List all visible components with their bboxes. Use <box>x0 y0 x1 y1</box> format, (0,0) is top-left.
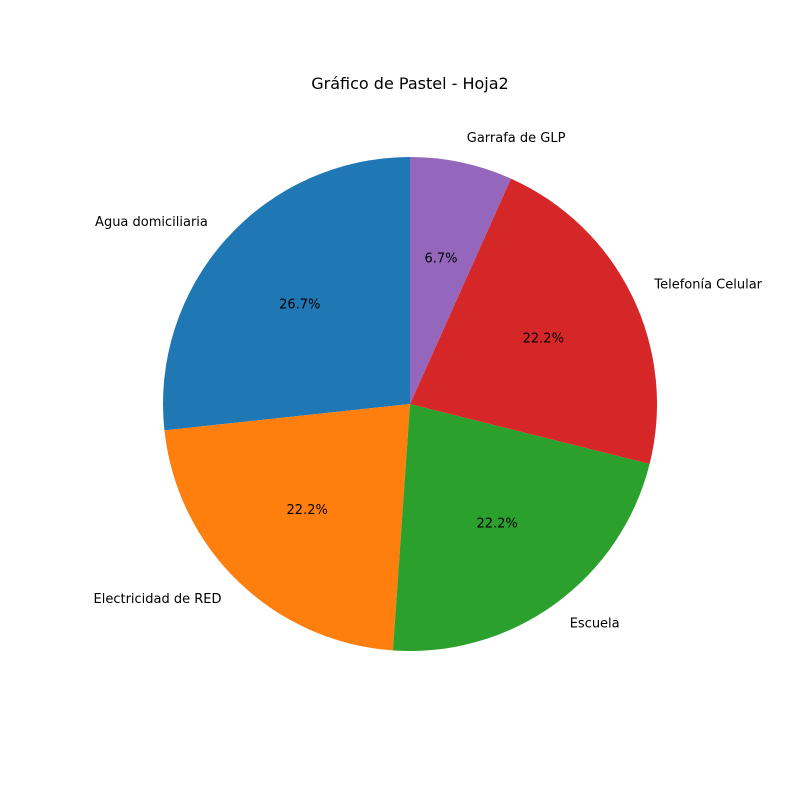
category-label-garrafa-de-glp: Garrafa de GLP <box>467 131 566 146</box>
category-label-escuela: Escuela <box>570 616 620 631</box>
pie-slice-agua-domiciliaria <box>162 157 410 431</box>
category-label-telefonia-celular: Telefonía Celular <box>653 278 762 293</box>
pie-slice-garrafa-de-glp <box>410 157 511 404</box>
pie-slices <box>162 157 657 651</box>
pie-slice-electricidad-de-red <box>164 404 410 651</box>
percent-label-electricidad-de-red: 22.2% <box>287 503 328 518</box>
category-label-agua-domiciliaria: Agua domiciliaria <box>95 215 208 230</box>
pie-slice-escuela <box>392 404 650 651</box>
percent-label-garrafa-de-glp: 6.7% <box>424 252 457 267</box>
pie-slice-telefonia-celular <box>410 178 657 464</box>
pie-labels: Agua domiciliaria 26.7% Electricidad de RE… <box>94 131 763 632</box>
percent-label-escuela: 22.2% <box>476 516 517 531</box>
chart-title: Gráfico de Pastel - Hoja2 <box>311 74 508 93</box>
category-label-electricidad-de-red: Electricidad de RED <box>94 592 222 607</box>
percent-label-agua-domiciliaria: 26.7% <box>279 297 320 312</box>
percent-label-telefonia-celular: 22.2% <box>523 332 564 347</box>
